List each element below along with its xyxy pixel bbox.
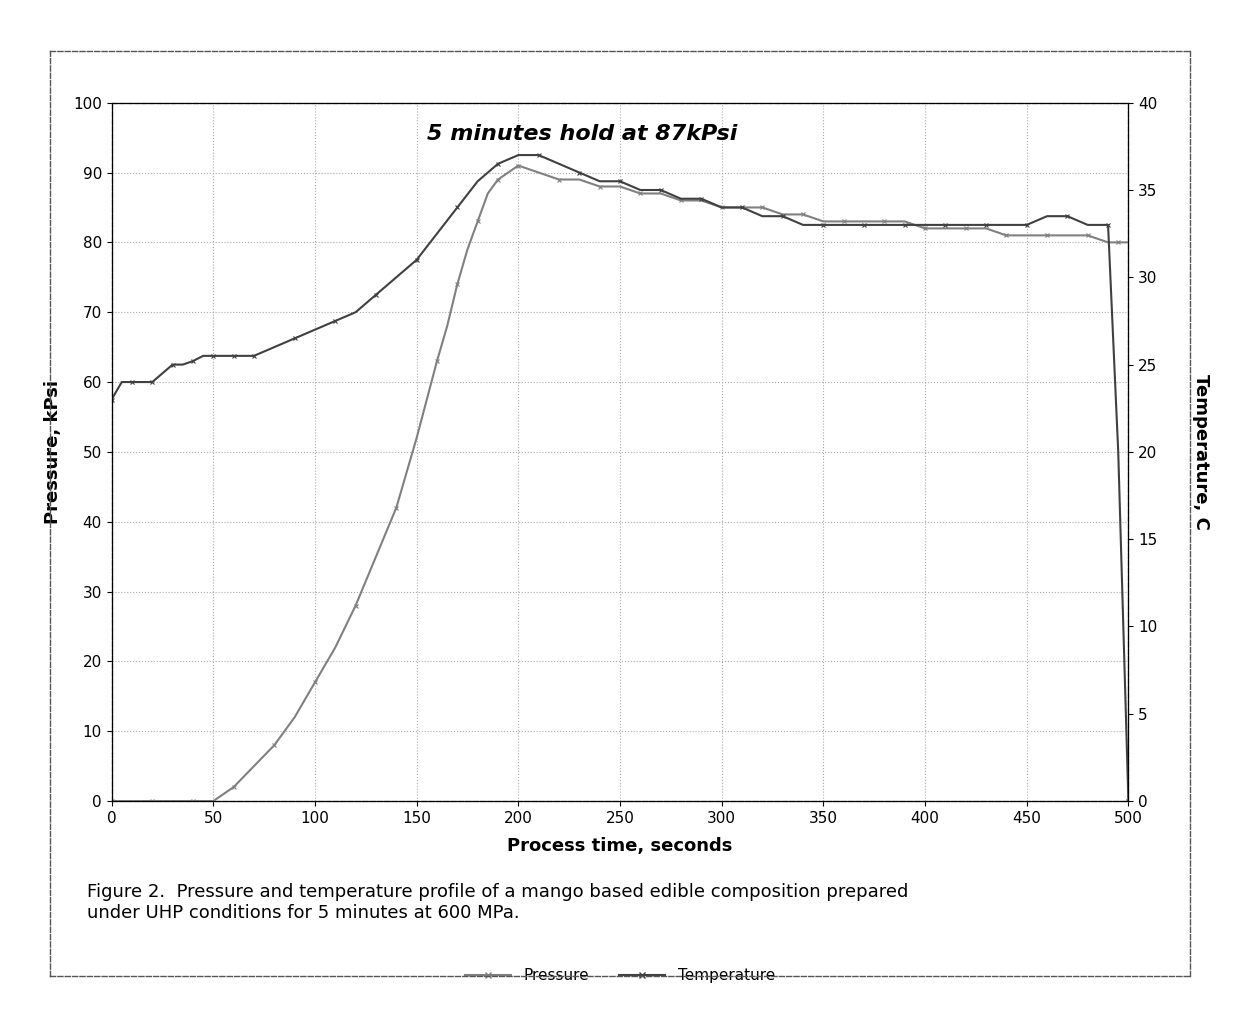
Temperature [836,219,851,231]
Pressure [734,201,749,214]
Temperature [165,358,180,371]
Line: Temperature: Temperature [109,153,1131,803]
Temperature [124,376,139,388]
Text: 5 minutes hold at 87kPsi: 5 minutes hold at 87kPsi [427,123,738,144]
Line: Pressure: Pressure [109,163,1131,803]
Pressure [470,216,485,228]
Temperature [196,349,211,362]
Y-axis label: Temperature, C: Temperature, C [1192,374,1210,530]
Pressure [898,216,913,228]
Pressure [104,795,119,807]
Pressure [775,208,790,221]
Temperature [104,393,119,406]
Y-axis label: Pressure, kPsi: Pressure, kPsi [43,380,62,524]
Legend: Pressure, Temperature: Pressure, Temperature [459,961,781,989]
Temperature [267,341,281,353]
Pressure [1121,236,1136,249]
Temperature [1121,795,1136,807]
Pressure [673,194,688,206]
X-axis label: Process time, seconds: Process time, seconds [507,837,733,854]
Temperature [511,149,526,161]
Pressure [511,159,526,172]
Text: Figure 2.  Pressure and temperature profile of a mango based edible composition : Figure 2. Pressure and temperature profi… [87,883,908,922]
Pressure [124,795,139,807]
Temperature [593,175,608,187]
